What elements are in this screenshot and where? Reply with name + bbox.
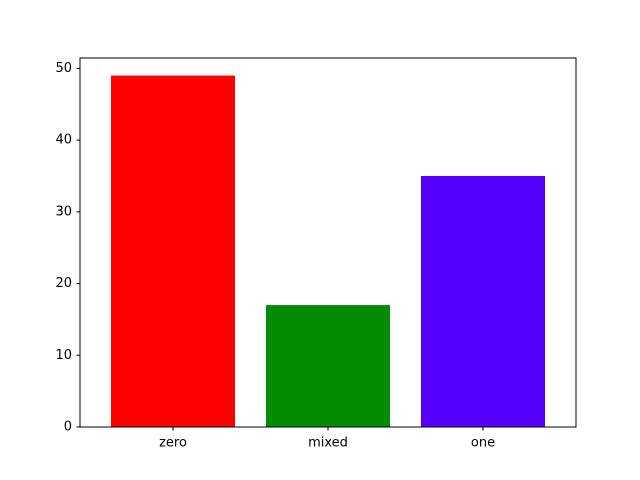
bar-zero [111,75,235,428]
x-tick-label-zero: zero [159,436,187,451]
x-tick-label-mixed: mixed [308,436,348,451]
y-tick-label: 50 [55,61,72,76]
y-tick-label: 0 [64,420,72,435]
bar-mixed [266,305,390,427]
x-tick-label-one: one [471,436,495,451]
y-tick-label: 40 [55,133,72,148]
y-axis: 0 10 20 30 40 50 [55,61,80,435]
y-tick-label: 20 [55,276,72,291]
y-tick-label: 10 [55,348,72,363]
y-tick-label: 30 [55,204,72,219]
x-axis: zero mixed one [159,427,495,451]
bars-layer [111,75,545,428]
plot-frame [79,57,577,428]
bar-one [421,175,545,427]
